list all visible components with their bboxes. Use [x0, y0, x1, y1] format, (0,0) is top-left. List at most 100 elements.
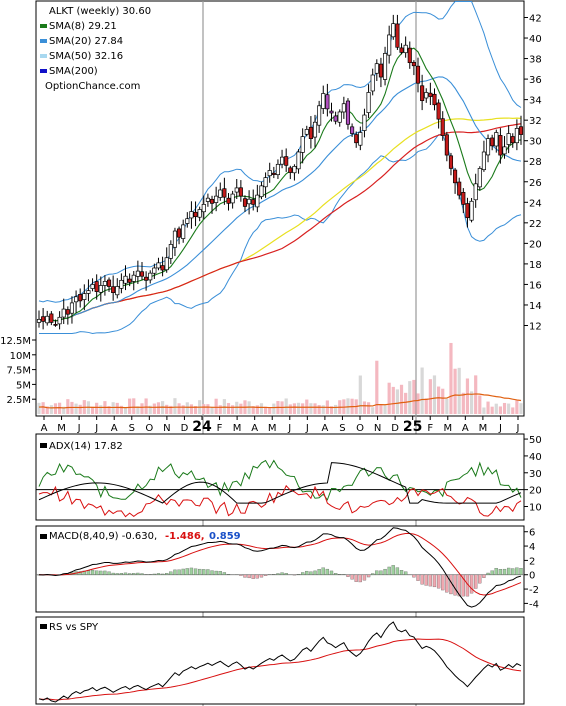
macd-histogram-bar: [362, 574, 367, 581]
month-label: A: [41, 423, 48, 434]
month-label: A: [321, 423, 328, 434]
macd-histogram-bar: [453, 574, 457, 596]
candle-body: [391, 23, 396, 38]
macd-axis: -4 -2 0 2 4 6: [524, 528, 539, 610]
macd-histogram-bar: [284, 573, 288, 575]
adx-label: ADX(14) 17.82: [49, 441, 123, 452]
candle-body: [45, 315, 50, 324]
volume-bar: [140, 403, 144, 414]
volume-bar: [259, 403, 264, 414]
macd-histogram-bar: [247, 574, 251, 579]
volume-bar: [49, 405, 53, 414]
macd-histogram-bar: [214, 570, 218, 575]
month-axis: A M J J A S O N D 24 F M A M J J A S O N D 25 F M A M J J: [41, 416, 520, 435]
macd-histogram-bar: [140, 573, 144, 575]
volume-bar: [284, 398, 288, 414]
macd-signal-line: [38, 532, 522, 596]
macd-histogram-bar: [325, 568, 330, 575]
candle-body: [247, 198, 252, 205]
volume-bar: [482, 407, 486, 414]
macd-histogram-bar: [123, 572, 128, 575]
candle-body: [481, 151, 486, 171]
macd-histogram-bar: [482, 574, 486, 578]
candle-body: [86, 290, 91, 294]
volume-bar: [222, 399, 226, 414]
macd-histogram-bar: [95, 570, 99, 575]
price-tick-label: 16: [529, 280, 542, 291]
macd-histogram-bar: [189, 567, 194, 575]
candle-body: [74, 296, 79, 303]
candle-body: [469, 200, 474, 221]
macd-histogram-bar: [218, 571, 222, 575]
volume-bar: [437, 386, 441, 414]
candle-body: [160, 265, 165, 271]
candle-body: [234, 187, 239, 193]
volume-bar: [465, 378, 470, 414]
adx-line: [38, 462, 522, 504]
volume-bar: [474, 375, 478, 414]
sma8-line: [38, 47, 522, 322]
macd-label: MACD(8,40,9) -0.630,: [49, 531, 157, 542]
candle-body: [49, 313, 54, 323]
price-tick-label: 32: [529, 116, 542, 127]
candle-body: [506, 133, 511, 145]
price-axis: 12 14 16 18 20 22 24 26 28 30 32 34 36 38 40 42: [524, 14, 542, 333]
volume-bar: [507, 403, 511, 414]
price-tick-label: 34: [529, 96, 542, 107]
month-label: J: [516, 423, 520, 434]
candle-body: [424, 92, 429, 99]
macd-tick-label: 0: [529, 571, 535, 582]
volume-bar: [165, 404, 169, 414]
macd-histogram-bar: [309, 571, 313, 575]
macd-histogram-bar: [115, 573, 119, 575]
adx-tick-label: 40: [529, 452, 542, 463]
candle-body: [214, 195, 219, 203]
volume-bar: [148, 405, 152, 414]
candle-body: [312, 121, 318, 138]
volume-bar: [486, 401, 490, 414]
macd-histogram-bar: [461, 574, 465, 597]
month-label: F: [427, 423, 433, 434]
volume-bar: [420, 367, 424, 414]
legend-label: SMA(50) 32.16: [49, 51, 123, 62]
month-label: O: [145, 423, 153, 434]
macd-histogram-bar: [296, 574, 301, 575]
candle-body: [444, 134, 449, 156]
volume-bar: [119, 405, 123, 414]
price-tick-label: 22: [529, 219, 542, 230]
volume-bar: [181, 405, 185, 414]
macd-lines: [36, 527, 524, 608]
volume-bar: [408, 381, 412, 414]
price-tick-label: 14: [529, 301, 542, 312]
macd-marker: [40, 534, 47, 539]
adx-minus-di-line: [38, 484, 522, 518]
volume-bar: [231, 405, 235, 414]
volume-bar: [111, 402, 115, 414]
rs-label: RS vs SPY: [49, 622, 99, 633]
month-label: J: [287, 423, 291, 434]
candle-body: [333, 115, 338, 122]
macd-histogram-bar: [127, 573, 132, 575]
volume-tick-label: 7.5M: [6, 366, 31, 377]
candle-body: [432, 93, 437, 106]
volume-bar: [272, 403, 276, 414]
price-tick-label: 36: [529, 75, 542, 86]
volume-bar: [152, 403, 156, 414]
macd-tick-label: 6: [529, 528, 535, 539]
candle-body: [440, 118, 445, 136]
month-label: M: [443, 423, 452, 434]
adx-tick-label: 30: [529, 469, 542, 480]
volume-bar: [144, 398, 148, 414]
volume-bar: [371, 407, 375, 414]
volume-bar: [251, 406, 255, 414]
macd-histogram-bar: [379, 570, 383, 575]
volume-bar: [136, 406, 140, 414]
volume-bar: [202, 404, 206, 414]
macd-histogram-bar: [239, 574, 243, 576]
volume-bar: [334, 404, 338, 414]
macd-histogram-bar: [173, 569, 177, 575]
candle-body: [448, 155, 454, 169]
volume-bar: [502, 402, 507, 414]
volume-bar: [255, 405, 259, 414]
